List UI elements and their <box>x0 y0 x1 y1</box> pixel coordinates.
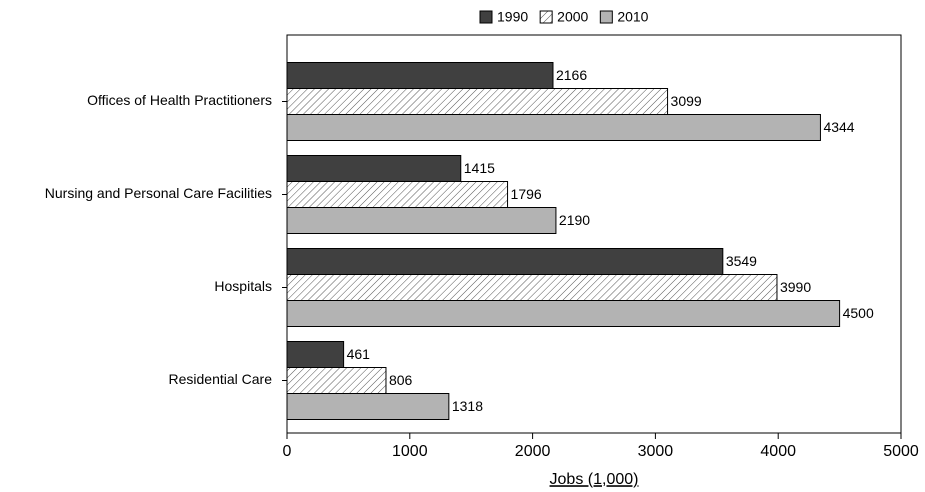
data-label: 3549 <box>726 253 757 269</box>
x-tick-label: 4000 <box>760 443 796 460</box>
legend-label: 2000 <box>557 9 588 25</box>
bar <box>286 367 387 394</box>
y-tick-label: Nursing and Personal Care Facilities <box>45 185 272 201</box>
y-tick-label: Offices of Health Practitioners <box>87 92 272 108</box>
bar <box>286 300 841 327</box>
x-tick-label: 3000 <box>638 443 674 460</box>
legend-swatch <box>599 10 613 24</box>
data-label: 3099 <box>671 93 702 109</box>
legend-swatch <box>539 10 553 24</box>
x-tick-label: 2000 <box>515 443 551 460</box>
data-label: 2166 <box>556 67 587 83</box>
data-label: 4500 <box>843 305 874 321</box>
bar <box>286 181 509 208</box>
data-label: 4344 <box>823 119 854 135</box>
bar <box>286 248 724 275</box>
data-label: 2190 <box>559 212 590 228</box>
legend-label: 1990 <box>497 9 528 25</box>
bar <box>286 62 554 89</box>
x-axis-label: Jobs (1,000) <box>550 471 639 488</box>
x-tick-label: 1000 <box>392 443 428 460</box>
legend-label: 2010 <box>617 9 648 25</box>
bar <box>286 274 778 301</box>
data-label: 1796 <box>511 186 542 202</box>
bar <box>286 341 345 368</box>
bar <box>286 155 462 182</box>
x-tick-label: 5000 <box>883 443 919 460</box>
bar <box>286 393 450 420</box>
y-tick-label: Hospitals <box>214 278 272 294</box>
bar <box>286 114 821 141</box>
data-label: 1318 <box>452 398 483 414</box>
data-label: 3990 <box>780 279 811 295</box>
data-label: 806 <box>389 372 413 388</box>
bar <box>286 88 669 115</box>
x-tick-label: 0 <box>283 443 292 460</box>
data-label: 1415 <box>464 160 495 176</box>
data-label: 461 <box>347 346 371 362</box>
legend-swatch <box>479 10 493 24</box>
bar <box>286 207 557 234</box>
y-tick-label: Residential Care <box>169 371 273 387</box>
